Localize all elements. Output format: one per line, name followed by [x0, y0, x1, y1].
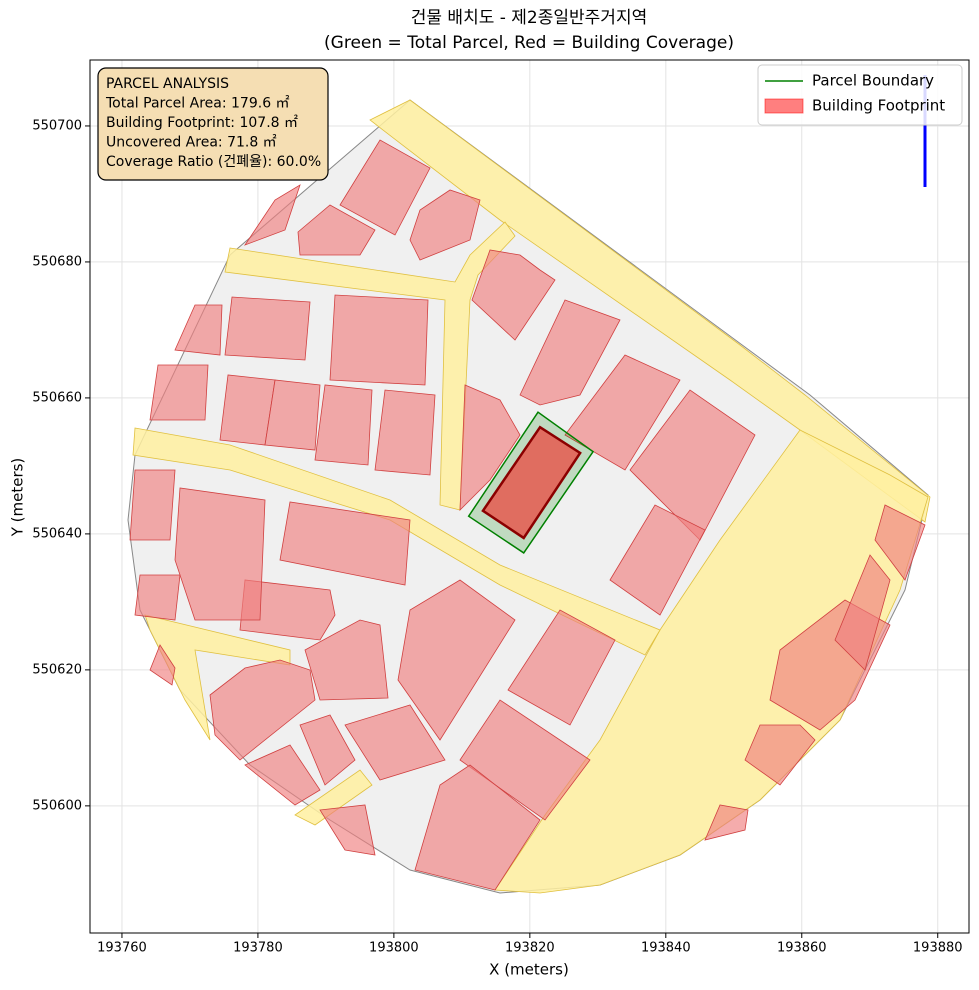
other-building — [243, 184, 301, 246]
other-building — [129, 469, 176, 541]
y-tick-label: 550600 — [32, 798, 82, 813]
other-building — [507, 609, 616, 726]
other-building — [834, 554, 891, 671]
legend-label: Building Footprint — [812, 97, 945, 115]
chart-title: 건물 배치도 - 제2종일반주거지역 — [411, 8, 647, 28]
other-building — [414, 764, 541, 891]
other-building — [519, 299, 621, 406]
other-building — [471, 249, 556, 341]
road — [144, 614, 291, 741]
other-building — [304, 619, 389, 701]
other-building — [209, 659, 316, 761]
other-building — [874, 504, 926, 581]
legend-box — [757, 64, 963, 126]
y-axis-label: Y (meters) — [9, 458, 27, 538]
road — [132, 427, 661, 656]
data-layer — [467, 411, 595, 554]
road — [369, 99, 931, 523]
x-tick-label: 193780 — [233, 941, 283, 956]
x-axis-label: X (meters) — [489, 961, 569, 979]
y-tick-label: 550620 — [32, 662, 82, 677]
x-tick-label: 193800 — [369, 941, 419, 956]
legend: Parcel Boundary Building Footprint — [764, 72, 945, 115]
y-tick-label: 550680 — [32, 254, 82, 269]
other-building — [224, 296, 311, 361]
annotation-line: Coverage Ratio (건폐율): 60.0% — [106, 154, 321, 170]
other-building — [279, 501, 411, 586]
other-building — [314, 384, 373, 466]
x-tick-label: 193860 — [777, 941, 827, 956]
other-building — [459, 699, 591, 821]
x-tick-label: 193840 — [641, 941, 691, 956]
other-building — [299, 714, 356, 786]
other-building — [744, 724, 816, 786]
other-building — [174, 487, 266, 621]
chart-subtitle: (Green = Total Parcel, Red = Building Co… — [324, 33, 734, 53]
x-tick-label: 193820 — [505, 941, 555, 956]
y-tick-label: 550700 — [32, 118, 82, 133]
other-building — [459, 384, 521, 512]
other-building — [134, 574, 181, 621]
other-building — [397, 579, 516, 741]
annotation-line: Total Parcel Area: 179.6 ㎡ — [105, 96, 290, 112]
annotation-box — [97, 67, 329, 181]
other-building — [149, 644, 176, 686]
x-tick-label: 193760 — [97, 941, 147, 956]
annotation: PARCEL ANALYSIS Total Parcel Area: 179.6 … — [105, 76, 321, 170]
other-building — [409, 189, 481, 261]
annotation-line: Building Footprint: 107.8 ㎡ — [106, 115, 298, 131]
other-building — [319, 804, 376, 856]
other-building — [244, 744, 321, 806]
road — [294, 769, 373, 826]
other-building — [704, 804, 749, 841]
road — [224, 221, 516, 511]
legend-label: Parcel Boundary — [812, 72, 934, 90]
road — [494, 429, 929, 894]
other-building — [329, 294, 429, 386]
other-building — [174, 304, 223, 356]
other-building — [264, 379, 321, 451]
building-polygon — [481, 425, 582, 540]
y-tick-label: 550660 — [32, 390, 82, 405]
other-building — [609, 504, 706, 616]
other-building — [297, 204, 376, 256]
y-tick-label: 550640 — [32, 526, 82, 541]
other-building — [344, 704, 446, 781]
other-building — [149, 364, 209, 421]
other-building — [374, 389, 436, 476]
other-building — [339, 139, 431, 236]
other-building — [564, 354, 681, 471]
legend-swatch — [764, 98, 804, 114]
x-tick-label: 193880 — [913, 941, 963, 956]
annotation-line: Uncovered Area: 71.8 ㎡ — [106, 135, 277, 151]
annotation-line: PARCEL ANALYSIS — [106, 76, 229, 92]
